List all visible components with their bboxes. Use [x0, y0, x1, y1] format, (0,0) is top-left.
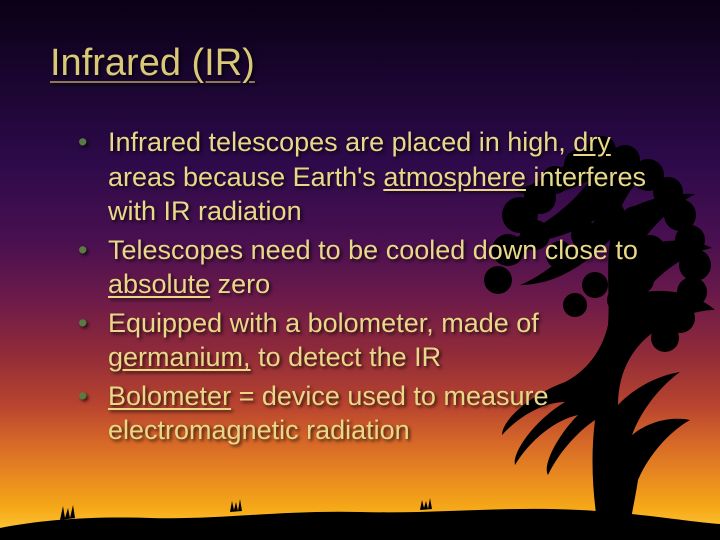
bullet-text: Equipped with a bolometer, made of [108, 308, 539, 338]
slide-title: Infrared (IR) [50, 42, 670, 85]
bullet-item: Bolometer = device used to measure elect… [78, 379, 670, 448]
bullet-text: Bolometer [108, 381, 231, 411]
bullet-text: atmosphere [383, 162, 526, 192]
bullet-list: Infrared telescopes are placed in high, … [50, 125, 670, 448]
bullet-item: Equipped with a bolometer, made of germa… [78, 306, 670, 375]
bullet-item: Telescopes need to be cooled down close … [78, 233, 670, 302]
bullet-text: zero [210, 269, 270, 299]
bullet-text: areas because Earth's [108, 162, 383, 192]
slide-content: Infrared (IR) Infrared telescopes are pl… [0, 0, 720, 448]
bullet-text: to detect the IR [251, 342, 442, 372]
bullet-text: Telescopes need to be cooled down close … [108, 235, 638, 265]
bullet-text: absolute [108, 269, 210, 299]
bullet-text: germanium, [108, 342, 251, 372]
bullet-item: Infrared telescopes are placed in high, … [78, 125, 670, 229]
bullet-text: dry [573, 127, 611, 157]
bullet-text: Infrared telescopes are placed in high, [108, 127, 573, 157]
